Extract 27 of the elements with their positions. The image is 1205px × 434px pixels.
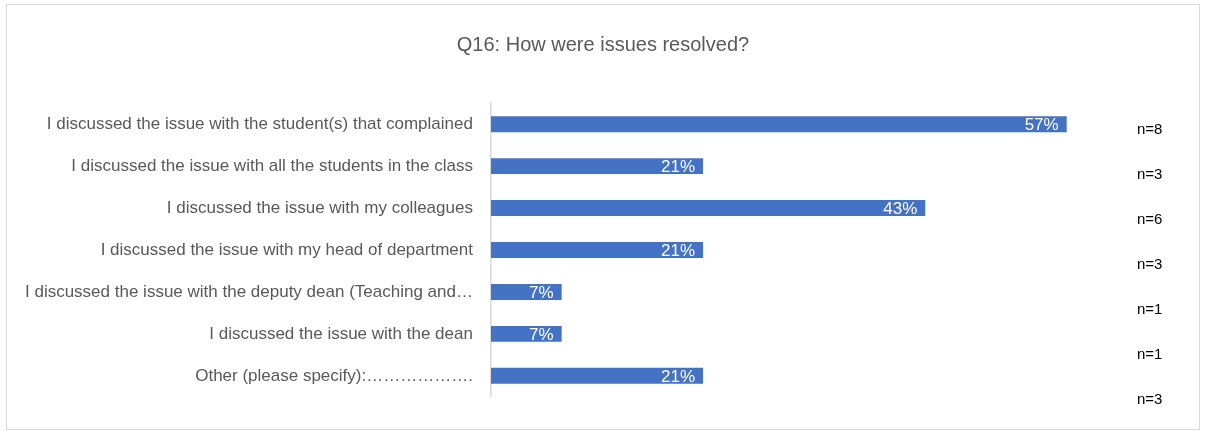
data-label: 21%	[661, 156, 696, 176]
bar	[490, 116, 1067, 133]
data-label: 43%	[883, 198, 918, 218]
data-label: 57%	[1024, 114, 1059, 134]
y-tick-label: I discussed the issue with all the students in the class	[71, 155, 473, 175]
y-tick-label: I discussed the issue with the student(s) that complained	[46, 113, 473, 133]
text: n=3	[1137, 389, 1163, 407]
bar	[490, 367, 704, 384]
data-label: 21%	[661, 240, 696, 260]
data-label: 21%	[661, 366, 696, 386]
y-tick-label: I discussed the issue with my colleagues	[166, 197, 473, 217]
y-tick-label: I discussed the issue with the dean	[209, 323, 473, 343]
bar	[490, 242, 704, 258]
y-tick-label: Other (please specify):……………….	[195, 365, 473, 385]
data-label: 7%	[529, 324, 554, 344]
text: n=1	[1137, 345, 1163, 363]
text: n=6	[1137, 210, 1163, 228]
bar	[490, 158, 704, 175]
y-tick-label: I discussed the issue with the deputy dean (Teaching and…	[24, 281, 473, 301]
text: n=3	[1137, 255, 1163, 273]
chart-title: Q16: How were issues resolved?	[455, 33, 751, 56]
text: n=8	[1137, 120, 1163, 138]
text: n=1	[1137, 300, 1163, 318]
bar	[490, 200, 926, 217]
y-tick-label: I discussed the issue with my head of department	[100, 239, 474, 259]
text: n=3	[1137, 165, 1163, 183]
data-label: 7%	[529, 282, 554, 302]
